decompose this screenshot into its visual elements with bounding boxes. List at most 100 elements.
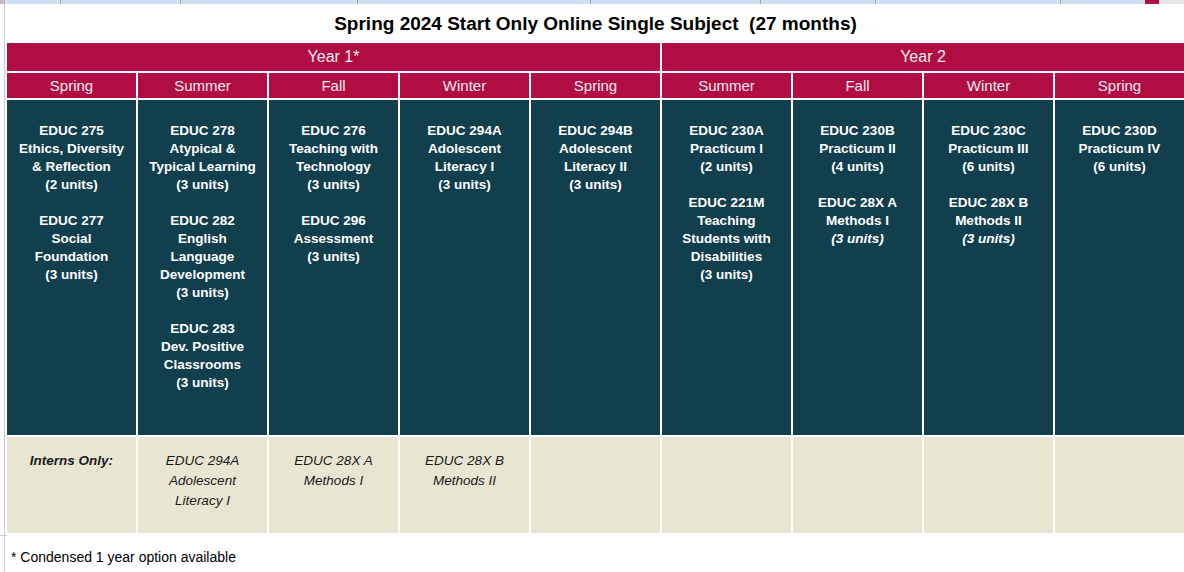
course-line: (2 units) [7,176,136,194]
course-line: EDUC 28X A [793,194,922,212]
course-block: EDUC 282EnglishLanguageDevelopment(3 uni… [138,212,267,302]
interns-course-line: Literacy I [138,491,267,511]
interns-course-line: EDUC 28X A [269,451,398,471]
interns-cell-3: EDUC 28X AMethods I [269,437,398,533]
course-line: Foundation [7,248,136,266]
course-line: & Reflection [7,158,136,176]
course-line: Dev. Positive [138,338,267,356]
course-line: EDUC 230C [924,122,1053,140]
course-line: Adolescent [531,140,660,158]
course-line: (4 units) [793,158,922,176]
course-line: Social [7,230,136,248]
course-line: Disabilities [662,248,791,266]
course-line: EDUC 276 [269,122,398,140]
course-line: (3 units) [662,266,791,284]
schedule-cell-8-winter: EDUC 230CPracticum III(6 units) EDUC 28X … [924,100,1053,435]
interns-only-label-cell: Interns Only: [7,437,136,533]
course-line: EDUC 283 [138,320,267,338]
course-line: Methods I [793,212,922,230]
course-line: (3 units) [793,230,922,248]
course-block: EDUC 278Atypical &Typical Learning(3 uni… [138,122,267,194]
course-line: Classrooms [138,356,267,374]
course-line: EDUC 275 [7,122,136,140]
course-line: EDUC 221M [662,194,791,212]
course-schedule-row: EDUC 275Ethics, Diversity& Reflection(2 … [7,100,1184,435]
course-block: EDUC 277SocialFoundation(3 units) [7,212,136,284]
course-block: EDUC 283Dev. PositiveClassrooms(3 units) [138,320,267,392]
course-line: (3 units) [400,176,529,194]
schedule-cell-3-fall: EDUC 276Teaching withTechnology(3 units)… [269,100,398,435]
season-header-cell-2: Summer [138,73,267,98]
course-block: EDUC 275Ethics, Diversity& Reflection(2 … [7,122,136,194]
schedule-cell-1-spring: EDUC 275Ethics, Diversity& Reflection(2 … [7,100,136,435]
course-line: EDUC 294A [400,122,529,140]
course-line: EDUC 230D [1055,122,1184,140]
course-line: (3 units) [138,374,267,392]
course-block: EDUC 28X BMethods II(3 units) [924,194,1053,248]
course-block: EDUC 230BPracticum II(4 units) [793,122,922,176]
course-block: EDUC 276Teaching withTechnology(3 units) [269,122,398,194]
course-line: (3 units) [7,266,136,284]
course-line: Methods II [924,212,1053,230]
course-line: (2 units) [662,158,791,176]
course-block: EDUC 221MTeachingStudents withDisabiliti… [662,194,791,284]
schedule-cell-7-fall: EDUC 230BPracticum II(4 units) EDUC 28X A… [793,100,922,435]
schedule-table: Spring 2024 Start Only Online Single Sub… [7,4,1184,572]
course-line: Assessment [269,230,398,248]
page-title: Spring 2024 Start Only Online Single Sub… [7,4,1184,43]
course-line: (6 units) [1055,158,1184,176]
season-header-cell-7: Fall [793,73,922,98]
interns-course-line: Adolescent [138,471,267,491]
course-line: Teaching with [269,140,398,158]
course-block: EDUC 230CPracticum III(6 units) [924,122,1053,176]
course-line: EDUC 28X B [924,194,1053,212]
season-header-row: SpringSummerFallWinterSpringSummerFallWi… [7,73,1184,98]
course-line: Language [138,248,267,266]
schedule-cell-4-winter: EDUC 294AAdolescentLiteracy I(3 units) [400,100,529,435]
course-line: (3 units) [924,230,1053,248]
course-line: EDUC 282 [138,212,267,230]
course-line: (3 units) [269,248,398,266]
interns-cell-4: EDUC 28X BMethods II [400,437,529,533]
course-block: EDUC 294AAdolescentLiteracy I(3 units) [400,122,529,194]
schedule-cell-9-spring: EDUC 230DPracticum IV(6 units) [1055,100,1184,435]
course-block: EDUC 28X AMethods I(3 units) [793,194,922,248]
course-line: (3 units) [138,284,267,302]
season-header-cell-4: Winter [400,73,529,98]
interns-course-line: Methods I [269,471,398,491]
season-header-cell-1: Spring [7,73,136,98]
interns-cell-9 [1055,437,1184,533]
interns-cell-7 [793,437,922,533]
course-block: EDUC 294BAdolescentLiteracy II(3 units) [531,122,660,194]
course-line: Development [138,266,267,284]
row-gridline [4,4,5,572]
course-line: EDUC 277 [7,212,136,230]
course-line: Technology [269,158,398,176]
schedule-cell-5-spring: EDUC 294BAdolescentLiteracy II(3 units) [531,100,660,435]
interns-cell-6 [662,437,791,533]
course-line: (3 units) [269,176,398,194]
interns-course-line: EDUC 28X B [400,451,529,471]
course-line: EDUC 294B [531,122,660,140]
course-line: Practicum II [793,140,922,158]
season-header-cell-8: Winter [924,73,1053,98]
course-line: (3 units) [531,176,660,194]
course-line: EDUC 296 [269,212,398,230]
course-line: Atypical & [138,140,267,158]
interns-course-line: EDUC 294A [138,451,267,471]
course-line: Typical Learning [138,158,267,176]
course-line: (3 units) [138,176,267,194]
interns-cell-2: EDUC 294AAdolescentLiteracy I [138,437,267,533]
year-header-row: Year 1* Year 2 [7,43,1184,71]
interns-course-line: Methods II [400,471,529,491]
course-line: English [138,230,267,248]
course-line: Literacy II [531,158,660,176]
season-header-cell-3: Fall [269,73,398,98]
course-block: EDUC 230APracticum I(2 units) [662,122,791,176]
course-line: Practicum I [662,140,791,158]
course-line: Teaching [662,212,791,230]
course-line: Practicum III [924,140,1053,158]
course-line: EDUC 230A [662,122,791,140]
season-header-cell-6: Summer [662,73,791,98]
course-line: Students with [662,230,791,248]
